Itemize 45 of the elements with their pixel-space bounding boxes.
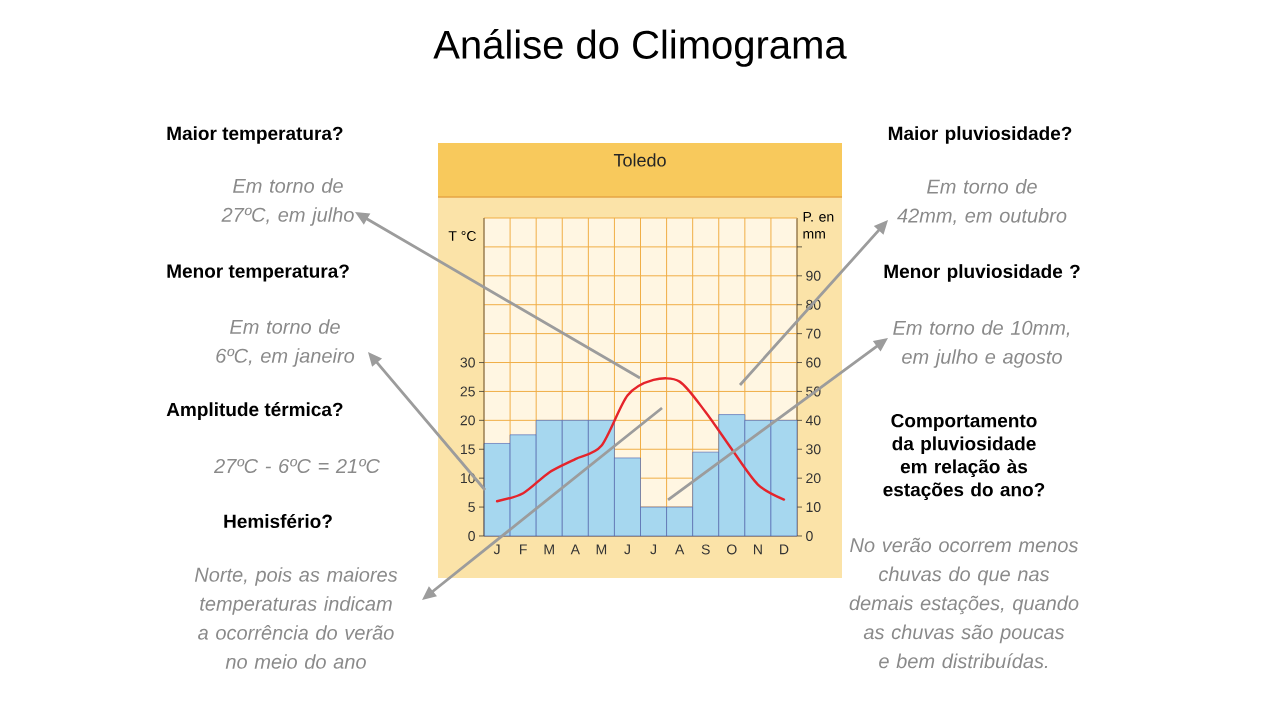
x-tick-label: M [596,544,607,555]
y-tick-label: 25 [460,386,475,397]
text: Maior temperatura? [167,126,343,144]
text: Menor temperatura? [167,264,349,282]
y-tick-label: 0 [468,531,475,541]
text: Hemisfério? [224,513,332,529]
x-tick-label: A [570,544,580,555]
y2-tick-label: 30 [806,444,821,455]
y2-tick-label: 0 [806,531,813,541]
text: Em torno de 10mm, em julho e agosto [893,320,1070,368]
x-tick-label: J [650,544,657,555]
y-tick-label: 30 [460,357,475,368]
x-tick-label: D [780,544,789,555]
y2-tick-label: 60 [806,357,821,368]
text: Em torno de 42mm, em outubro [897,178,1067,226]
text: 27ºC - 6ºC = 21ºC [213,458,380,474]
x-tick-label: N [753,544,762,555]
y-tick-label: 20 [460,415,475,426]
y2-tick-label: 10 [806,502,821,513]
x-tick-label: M [544,544,554,555]
y2-axis-title: P. en mm [803,211,834,239]
text: Em torno de 6ºC, em janeiro [216,319,355,367]
text: Maior pluviosidade? [888,126,1072,144]
text: No verão ocorrem menos chuvas do que nas demais estações, quando as chuvas são poucas e bem distribuídas. [849,537,1079,669]
x-tick-label: J [493,544,500,555]
x-tick-label: J [624,544,630,555]
text: Norte, pois as maiores temperaturas indicam a ocorrência do verão no meio do ano [194,567,398,669]
y2-tick-label: 70 [806,328,821,339]
line-series [495,377,786,503]
y-tick-label: 15 [460,444,475,455]
text: Amplitude térmica? [166,402,343,420]
text: Menor pluviosidade ? [884,264,1080,282]
y2-tick-label: 90 [806,270,821,281]
x-tick-label: F [520,544,527,555]
x-tick-label: A [675,544,685,555]
y-tick-label: 5 [468,502,475,512]
x-tick-label: S [701,544,710,555]
chart-subtitle: Toledo [613,153,666,167]
y2-tick-label: 40 [805,415,821,426]
chart-title: Análise do Climograma [433,29,847,67]
y2-tick-label: 20 [806,473,821,484]
text: Em torno de 27ºC, em julho [221,178,354,226]
y-axis-title: T °C [448,231,476,241]
x-tick-label: O [727,544,737,555]
text: Comportamento da pluviosidade em relação às estações do ano? [883,413,1045,501]
